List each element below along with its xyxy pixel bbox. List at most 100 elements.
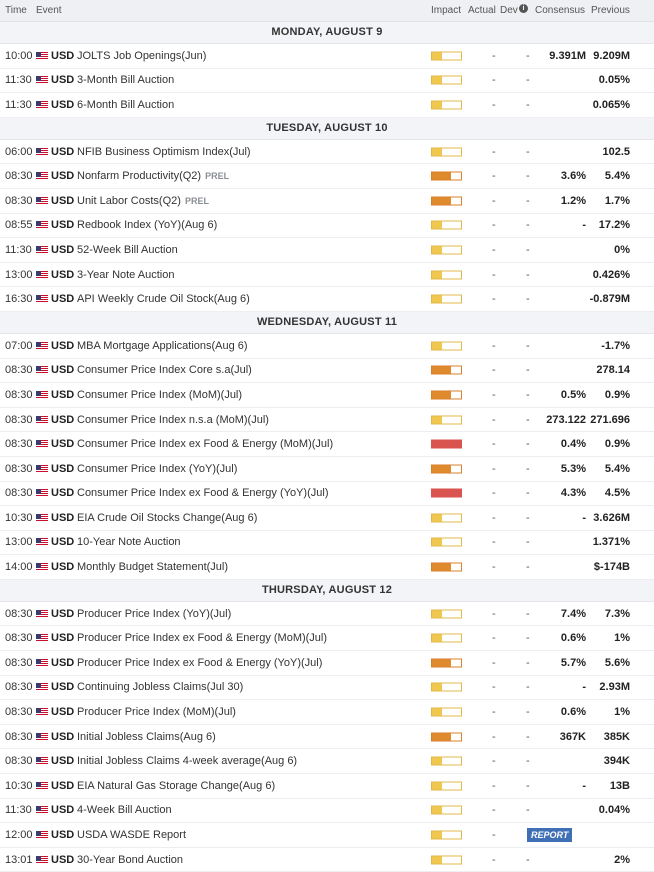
event-name[interactable]: Initial Jobless Claims(Aug 6) xyxy=(77,731,216,743)
event-row[interactable]: 08:30 USD Producer Price Index ex Food & E… xyxy=(0,651,654,676)
info-icon[interactable]: i xyxy=(519,4,528,13)
event-name[interactable]: Producer Price Index ex Food & Energy (Y… xyxy=(77,657,322,669)
event-consensus: - xyxy=(582,779,586,792)
event-time: 11:30 xyxy=(5,74,32,87)
event-dev: - xyxy=(526,243,530,256)
event-name[interactable]: Monthly Budget Statement(Jul) xyxy=(77,561,228,573)
event-row[interactable]: 08:30 USD Consumer Price Index (YoY)(Jul) -… xyxy=(0,457,654,482)
event-actual: - xyxy=(492,339,496,352)
event-previous: 278.14 xyxy=(596,364,630,377)
event-name[interactable]: EIA Crude Oil Stocks Change(Aug 6) xyxy=(77,512,257,524)
impact-bar xyxy=(431,196,462,206)
event-row[interactable]: 11:30 USD 52-Week Bill Auction - - 0% xyxy=(0,238,654,263)
event-row[interactable]: 08:30 USD Consumer Price Index (MoM)(Jul) -… xyxy=(0,383,654,408)
event-row[interactable]: 16:30 USD API Weekly Crude Oil Stock(Aug 6… xyxy=(0,287,654,312)
event-name[interactable]: Nonfarm Productivity(Q2) PREL xyxy=(77,170,229,182)
event-name[interactable]: Consumer Price Index n.s.a (MoM)(Jul) xyxy=(77,414,269,426)
event-time: 08:30 xyxy=(5,194,33,207)
event-name[interactable]: Consumer Price Index (MoM)(Jul) xyxy=(77,389,242,401)
impact-bar xyxy=(431,390,462,400)
event-row[interactable]: 13:01 USD 30-Year Bond Auction - - 2% xyxy=(0,848,654,872)
event-row[interactable]: 13:00 USD 10-Year Note Auction - - 1.371% xyxy=(0,531,654,556)
event-name-text: API Weekly Crude Oil Stock(Aug 6) xyxy=(77,293,250,306)
event-row[interactable]: 08:30 USD Continuing Jobless Claims(Jul 30… xyxy=(0,676,654,701)
event-previous: 7.3% xyxy=(604,607,630,620)
event-dev: - xyxy=(526,293,530,306)
event-name[interactable]: Continuing Jobless Claims(Jul 30) xyxy=(77,681,243,693)
event-name[interactable]: Producer Price Index (MoM)(Jul) xyxy=(77,706,236,718)
event-name[interactable]: Consumer Price Index (YoY)(Jul) xyxy=(77,463,237,475)
event-row[interactable]: 08:30 USD Consumer Price Index n.s.a (MoM)… xyxy=(0,408,654,433)
event-row[interactable]: 11:30 USD 3-Month Bill Auction - - 0.05% xyxy=(0,69,654,94)
event-currency: USD xyxy=(51,413,75,426)
event-row[interactable]: 08:30 USD Producer Price Index (MoM)(Jul) -… xyxy=(0,700,654,725)
event-dev: - xyxy=(526,268,530,281)
event-name[interactable]: Redbook Index (YoY)(Aug 6) xyxy=(77,219,217,231)
event-row[interactable]: 08:30 USD Consumer Price Index ex Food & E… xyxy=(0,482,654,507)
event-row[interactable]: 08:30 USD Consumer Price Index ex Food & E… xyxy=(0,432,654,457)
event-name[interactable]: Consumer Price Index ex Food & Energy (Y… xyxy=(77,487,328,499)
event-name[interactable]: JOLTS Job Openings(Jun) xyxy=(77,50,206,62)
event-name[interactable]: 52-Week Bill Auction xyxy=(77,244,178,256)
event-name-text: Consumer Price Index ex Food & Energy (M… xyxy=(77,438,334,451)
event-row[interactable]: 14:00 USD Monthly Budget Statement(Jul) - - $… xyxy=(0,555,654,580)
event-name[interactable]: MBA Mortgage Applications(Aug 6) xyxy=(77,340,248,352)
event-currency: USD xyxy=(51,706,75,719)
event-name[interactable]: NFIB Business Optimism Index(Jul) xyxy=(77,146,251,158)
event-row[interactable]: 10:00 USD JOLTS Job Openings(Jun) - - 9.391M 9… xyxy=(0,44,654,69)
event-time: 08:55 xyxy=(5,219,33,232)
event-name[interactable]: API Weekly Crude Oil Stock(Aug 6) xyxy=(77,293,250,305)
event-row[interactable]: 08:30 USD Nonfarm Productivity(Q2) PREL - - 3.… xyxy=(0,164,654,189)
event-consensus: 5.3% xyxy=(560,462,586,475)
event-row[interactable]: 08:30 USD Consumer Price Index Core s.a(Ju… xyxy=(0,359,654,384)
event-row[interactable]: 08:55 USD Redbook Index (YoY)(Aug 6) - - -17.… xyxy=(0,214,654,239)
us-flag-icon xyxy=(36,245,48,254)
event-row[interactable]: 13:00 USD 3-Year Note Auction - - 0.426% xyxy=(0,263,654,288)
event-name[interactable]: Producer Price Index ex Food & Energy (M… xyxy=(77,632,327,644)
impact-bar xyxy=(431,805,462,815)
event-row[interactable]: 08:30 USD Initial Jobless Claims(Aug 6) - - 3… xyxy=(0,725,654,750)
event-row[interactable]: 08:30 USD Unit Labor Costs(Q2) PREL - - 1.2% 1.… xyxy=(0,189,654,214)
event-name[interactable]: 3-Month Bill Auction xyxy=(77,74,174,86)
us-flag-icon xyxy=(36,415,48,424)
event-previous: 0.426% xyxy=(592,268,630,281)
event-name[interactable]: USDA WASDE Report xyxy=(77,829,186,841)
event-previous: 271.696 xyxy=(590,413,630,426)
event-currency: USD xyxy=(51,194,75,207)
event-name[interactable]: Consumer Price Index Core s.a(Jul) xyxy=(77,364,252,376)
event-dev: - xyxy=(526,170,530,183)
event-row[interactable]: 10:30 USD EIA Natural Gas Storage Change(A… xyxy=(0,774,654,799)
event-time: 07:00 xyxy=(5,339,33,352)
event-time: 08:30 xyxy=(5,170,33,183)
event-row[interactable]: 11:30 USD 6-Month Bill Auction - - 0.065% xyxy=(0,93,654,118)
event-row[interactable]: 08:30 USD Producer Price Index (YoY)(Jul) -… xyxy=(0,602,654,627)
event-name[interactable]: EIA Natural Gas Storage Change(Aug 6) xyxy=(77,780,275,792)
event-name[interactable]: 30-Year Bond Auction xyxy=(77,854,183,866)
event-time: 10:00 xyxy=(5,49,33,62)
event-currency: USD xyxy=(51,388,75,401)
event-row[interactable]: 08:30 USD Initial Jobless Claims 4-week av… xyxy=(0,749,654,775)
event-name[interactable]: 6-Month Bill Auction xyxy=(77,99,174,111)
event-currency: USD xyxy=(51,170,75,183)
impact-bar xyxy=(431,439,462,449)
event-previous: 0.04% xyxy=(598,804,630,817)
report-button[interactable]: REPORT xyxy=(527,828,573,843)
impact-bar xyxy=(431,365,462,375)
event-currency: USD xyxy=(51,730,75,743)
event-name[interactable]: 4-Week Bill Auction xyxy=(77,804,172,816)
event-row[interactable]: 07:00 USD MBA Mortgage Applications(Aug 6)… xyxy=(0,334,654,359)
event-name[interactable]: Producer Price Index (YoY)(Jul) xyxy=(77,608,231,620)
us-flag-icon xyxy=(36,831,48,840)
event-name[interactable]: 3-Year Note Auction xyxy=(77,269,174,281)
event-name[interactable]: 10-Year Note Auction xyxy=(77,536,181,548)
event-name[interactable]: Initial Jobless Claims 4-week average(Au… xyxy=(77,755,297,767)
us-flag-icon xyxy=(36,781,48,790)
event-row[interactable]: 08:30 USD Producer Price Index ex Food & E… xyxy=(0,626,654,652)
event-name[interactable]: Consumer Price Index ex Food & Energy (M… xyxy=(77,438,333,450)
event-row[interactable]: 11:30 USD 4-Week Bill Auction - - 0.04% xyxy=(0,799,654,824)
event-previous: 4.5% xyxy=(604,487,630,500)
event-row[interactable]: 10:30 USD EIA Crude Oil Stocks Change(Aug … xyxy=(0,506,654,531)
event-row[interactable]: 12:00 USD USDA WASDE Report - REPORT xyxy=(0,823,654,848)
event-row[interactable]: 06:00 USD NFIB Business Optimism Index(Jul… xyxy=(0,140,654,165)
event-name[interactable]: Unit Labor Costs(Q2) PREL xyxy=(77,195,209,207)
